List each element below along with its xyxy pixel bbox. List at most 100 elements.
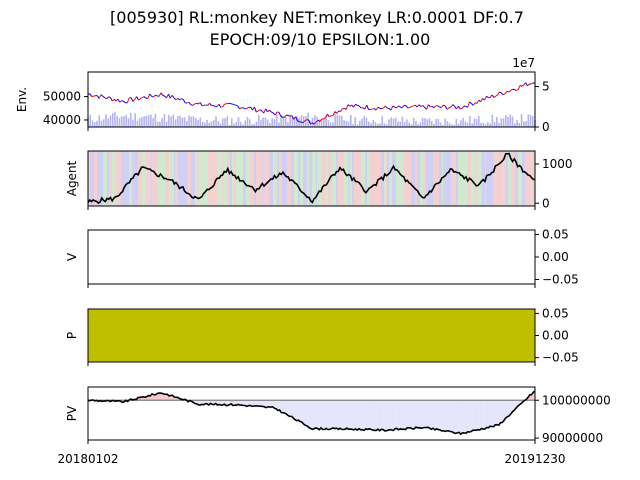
volume-bar (408, 122, 411, 127)
action-band (458, 151, 460, 206)
volume-bar (239, 121, 242, 127)
volume-bar (520, 114, 523, 127)
price-segment (129, 96, 132, 99)
action-band (387, 151, 389, 206)
price-segment (495, 94, 498, 97)
volume-bar (156, 121, 159, 127)
pv-area-segment (369, 400, 372, 430)
volume-bar (341, 115, 343, 127)
price-segment (431, 105, 435, 109)
volume-bar (338, 115, 341, 127)
price-segment (506, 90, 509, 93)
volume-bar (96, 120, 98, 127)
price-segment (237, 105, 240, 110)
pv-area-segment (422, 400, 425, 428)
volume-bar (235, 121, 238, 127)
pv-area-segment (312, 400, 315, 430)
price-segment (430, 105, 433, 108)
pv-area-segment (334, 400, 337, 429)
price-segment (257, 109, 261, 112)
price-segment (409, 105, 412, 108)
v-y-tick-label: 0.05 (542, 228, 569, 242)
price-segment (308, 119, 312, 125)
action-band (370, 151, 371, 206)
action-band (404, 151, 408, 206)
pv-area-segment (296, 400, 299, 421)
action-band (279, 151, 282, 206)
pv-area-segment (220, 400, 223, 406)
price-segment (142, 96, 145, 98)
action-band (341, 151, 344, 206)
action-band (158, 151, 159, 206)
pv-area-segment (365, 400, 368, 430)
price-segment (253, 106, 257, 113)
volume-bar (493, 122, 496, 127)
price-segment (149, 93, 152, 97)
action-band (120, 151, 121, 206)
pv-area-segment (226, 400, 228, 406)
price-segment (136, 96, 139, 101)
action-band (328, 151, 329, 206)
volume-bar (163, 113, 166, 127)
price-segment (500, 92, 504, 96)
volume-bar (293, 116, 296, 127)
pv-area-segment (331, 400, 334, 429)
pv-area-segment (436, 400, 439, 430)
price-segment (457, 105, 461, 110)
action-band (94, 151, 97, 206)
pv-area-segment (510, 400, 513, 414)
volume-bar (379, 123, 381, 127)
price-segment (353, 103, 356, 108)
volume-bar (531, 115, 534, 127)
price-segment (151, 95, 154, 98)
volume-bar (352, 123, 354, 127)
action-band (198, 151, 199, 206)
volume-bar (381, 116, 384, 127)
action-band (443, 151, 447, 206)
pv-area-segment (319, 400, 321, 430)
price-segment (441, 104, 444, 108)
price-segment (426, 104, 429, 110)
volume-bar (406, 119, 408, 127)
price-segment (190, 104, 193, 106)
pv-area-segment (405, 400, 408, 430)
pv-area-segment (390, 400, 392, 430)
pv-area-segment (434, 400, 437, 430)
volume-bar (358, 120, 361, 127)
volume-bar (296, 115, 298, 127)
action-band (129, 151, 131, 206)
action-band (486, 151, 489, 206)
volume-bar (442, 124, 444, 127)
pv-area-segment (467, 400, 470, 433)
volume-bar (219, 123, 222, 127)
pv-area-segment (498, 400, 501, 426)
action-band (295, 151, 298, 206)
volume-bar (374, 122, 377, 127)
price-segment (394, 106, 397, 109)
pv-area-segment (151, 394, 154, 401)
volume-bar (134, 113, 136, 127)
pv-area-segment (277, 400, 280, 411)
volume-bar (111, 113, 114, 127)
volume-bar (273, 119, 276, 127)
pv-area-segment (308, 400, 311, 429)
price-segment (286, 114, 289, 116)
action-band (109, 151, 112, 206)
pv-area-segment (253, 400, 256, 407)
volume-bar (469, 116, 471, 127)
action-band (97, 151, 101, 206)
volume-bar (224, 118, 226, 127)
action-band (170, 151, 174, 206)
price-segment (433, 105, 437, 109)
action-band (364, 151, 365, 206)
pv-area-segment (429, 400, 432, 430)
pv-area-segment (472, 400, 475, 431)
action-band (88, 151, 90, 206)
action-band (508, 151, 509, 206)
price-segment (525, 82, 528, 87)
pv-area-segment (353, 400, 356, 430)
price-segment (271, 111, 274, 114)
price-segment (469, 101, 472, 104)
pv-area-segment (260, 400, 263, 407)
price-segment (162, 94, 165, 97)
